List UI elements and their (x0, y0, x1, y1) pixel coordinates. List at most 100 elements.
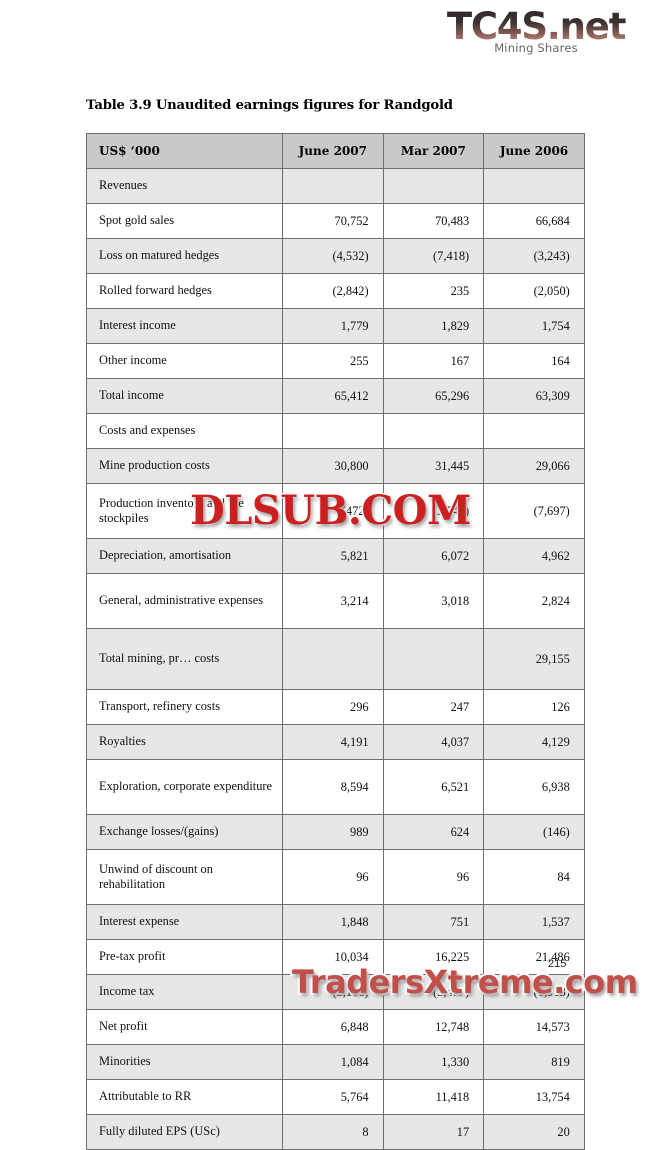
row-value: (2,050) (483, 273, 585, 309)
row-value: 63,309 (483, 378, 585, 414)
row-value: 17 (382, 1114, 485, 1150)
row-label: Total mining, pr… costs (86, 628, 283, 690)
row-value: 29,155 (483, 628, 585, 690)
row-value: 1,084 (282, 1044, 384, 1080)
row-value: 6,938 (483, 759, 585, 815)
table-row: Mine production costs 30,800 31,445 29,066 (86, 448, 585, 484)
row-value (483, 168, 585, 204)
row-value: 70,483 (382, 203, 485, 239)
row-value: 296 (282, 689, 384, 725)
table-row: Other income 255 167 164 (86, 343, 585, 379)
site-logo-tagline: Mining Shares (494, 41, 578, 55)
row-value: 70,752 (282, 203, 384, 239)
row-label: Rolled forward hedges (86, 273, 283, 309)
row-value (282, 168, 384, 204)
row-value: 10,034 (282, 939, 384, 975)
row-value: 751 (382, 904, 485, 940)
row-value: 6,521 (382, 759, 485, 815)
row-value: 5,821 (282, 538, 384, 574)
row-value (382, 413, 485, 449)
table-row: Total mining, pr… costs 29,155 (86, 628, 585, 690)
row-value: 84 (483, 849, 585, 905)
table-row: Minorities 1,084 1,330 819 (86, 1044, 585, 1080)
row-value: 1,829 (382, 308, 485, 344)
row-value: (7,418) (382, 238, 485, 274)
row-value: 4,191 (282, 724, 384, 760)
row-value: (146) (483, 814, 585, 850)
row-value: 1,330 (382, 1044, 485, 1080)
table-row: Total income 65,412 65,296 63,309 (86, 378, 585, 414)
table-row: Exchange losses/(gains) 989 624 (146) (86, 814, 585, 850)
row-label: Income tax (86, 974, 283, 1010)
row-value: (3,740) (382, 483, 485, 539)
row-value: 16,225 (382, 939, 485, 975)
row-value: 6,072 (382, 538, 485, 574)
table-row: Rolled forward hedges (2,842) 235 (2,050) (86, 273, 585, 309)
row-value: 11,418 (382, 1079, 485, 1115)
row-value (483, 413, 585, 449)
row-label: Net profit (86, 1009, 283, 1045)
row-value: 96 (382, 849, 485, 905)
table-row: Loss on matured hedges (4,532) (7,418) (3,2… (86, 238, 585, 274)
row-value: 65,296 (382, 378, 485, 414)
table-row: Fully diluted EPS (USc) 8 17 20 (86, 1114, 585, 1150)
row-label: Attributable to RR (86, 1079, 283, 1115)
row-value: (3,243) (483, 238, 585, 274)
table-row: Unwind of discount on rehabilitation 96 96… (86, 849, 585, 905)
table-body: Revenues Spot gold sales 70,752 70,483 66,68… (86, 168, 585, 1150)
row-label: Exchange losses/(gains) (86, 814, 283, 850)
table-row: Attributable to RR 5,764 11,418 13,754 (86, 1079, 585, 1115)
row-value: 12,748 (382, 1009, 485, 1045)
row-value: 29,066 (483, 448, 585, 484)
table-row: General, administrative expenses 3,214 3,0… (86, 573, 585, 629)
row-value (382, 168, 485, 204)
site-logo-text: TC4S.net (426, 8, 646, 45)
row-label: Minorities (86, 1044, 283, 1080)
row-value (282, 413, 384, 449)
table-row: Interest income 1,779 1,829 1,754 (86, 308, 585, 344)
earnings-table: US$ ‘000 June 2007 Mar 2007 June 2006 Re… (86, 133, 585, 1150)
row-label: Other income (86, 343, 283, 379)
row-value: 65,412 (282, 378, 384, 414)
row-label: Revenues (86, 168, 283, 204)
row-value: (2,842) (282, 273, 384, 309)
row-label: Depreciation, amortisation (86, 538, 283, 574)
row-label: Loss on matured hedges (86, 238, 283, 274)
table-row: Transport, refinery costs 296 247 126 (86, 689, 585, 725)
table-header-row: US$ ‘000 June 2007 Mar 2007 June 2006 (86, 133, 585, 169)
row-value: 624 (382, 814, 485, 850)
row-value: 20 (483, 1114, 585, 1150)
row-label: General, administrative expenses (86, 573, 283, 629)
table-row: Exploration, corporate expenditure 8,594 6… (86, 759, 585, 815)
table-row: Interest expense 1,848 751 1,537 (86, 904, 585, 940)
row-value: 2,824 (483, 573, 585, 629)
row-value: 8 (282, 1114, 384, 1150)
row-value: 167 (382, 343, 485, 379)
row-label: Royalties (86, 724, 283, 760)
row-value: 66,684 (483, 203, 585, 239)
row-value: 1,754 (483, 308, 585, 344)
table-row: Production inventory and ore stockpiles(… (86, 483, 585, 539)
row-value: 235 (382, 273, 485, 309)
row-label: Interest expense (86, 904, 283, 940)
table-header: US$ ‘000 June 2007 Mar 2007 June 2006 (86, 133, 585, 169)
row-value: 4,962 (483, 538, 585, 574)
table-row: Revenues (86, 168, 585, 204)
table-row: Net profit 6,848 12,748 14,573 (86, 1009, 585, 1045)
row-label: Total income (86, 378, 283, 414)
column-header-june-2006: June 2006 (483, 133, 585, 169)
table-row: Spot gold sales 70,752 70,483 66,684 (86, 203, 585, 239)
row-value: 13,754 (483, 1079, 585, 1115)
row-value: 5,764 (282, 1079, 384, 1115)
row-value: 3,018 (382, 573, 485, 629)
page-number: 215 (548, 958, 567, 970)
row-value: 126 (483, 689, 585, 725)
row-value: 8,594 (282, 759, 384, 815)
row-value: 989 (282, 814, 384, 850)
row-label: Exploration, corporate expenditure (86, 759, 283, 815)
row-value: 1,848 (282, 904, 384, 940)
row-value: (472) (282, 483, 384, 539)
row-value: (4,532) (282, 238, 384, 274)
row-value: 247 (382, 689, 485, 725)
table-row: Pre-tax profit 10,034 16,225 21,486 (86, 939, 585, 975)
